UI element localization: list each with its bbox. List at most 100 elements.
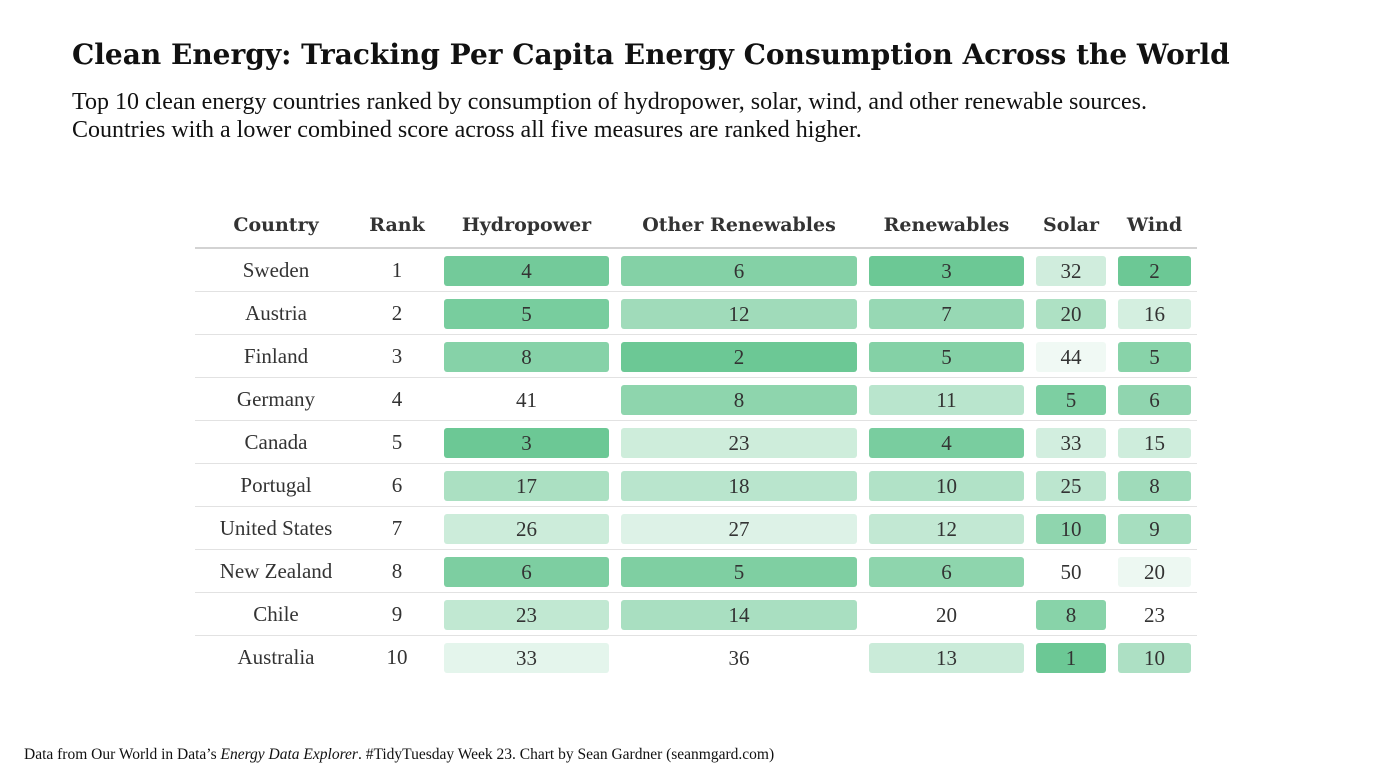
cell-renewables: 5 — [869, 342, 1024, 372]
cell-rank: 6 — [391, 473, 403, 497]
table-row: Finland 3 8 2 5 44 5 — [195, 335, 1197, 378]
cell-hydropower: 26 — [444, 514, 609, 544]
cell-rank: 8 — [391, 559, 403, 583]
column-header-wind: Wind — [1126, 214, 1183, 236]
cell-wind: 9 — [1118, 514, 1191, 544]
footer-prefix: Data from Our World in Data’s — [24, 746, 221, 763]
cell-solar: 20 — [1036, 299, 1106, 329]
row-divider — [195, 420, 1197, 421]
table-row: Australia 10 33 36 13 1 10 — [195, 636, 1197, 679]
row-divider — [195, 592, 1197, 593]
footer-suffix: . #TidyTuesday Week 23. Chart by Sean Ga… — [357, 746, 775, 763]
cell-renewables: 4 — [869, 428, 1024, 458]
cell-country: Australia — [237, 645, 315, 669]
cell-wind: 6 — [1118, 385, 1191, 415]
cell-other-renewables: 12 — [621, 299, 857, 329]
cell-rank: 10 — [386, 645, 408, 669]
cell-country: Finland — [243, 344, 309, 368]
cell-wind: 20 — [1118, 557, 1191, 587]
cell-wind: 2 — [1118, 256, 1191, 286]
header-rule — [195, 247, 1197, 249]
cell-wind: 10 — [1118, 643, 1191, 673]
cell-renewables: 20 — [869, 600, 1024, 630]
chart-title: Clean Energy: Tracking Per Capita Energy… — [72, 38, 1230, 71]
column-header-rank: Rank — [369, 214, 425, 236]
cell-solar: 8 — [1036, 600, 1106, 630]
cell-rank: 1 — [391, 258, 403, 282]
column-header-hydropower: Hydropower — [461, 214, 592, 236]
column-header-other-renewables: Other Renewables — [642, 214, 836, 236]
cell-hydropower: 17 — [444, 471, 609, 501]
cell-hydropower: 23 — [444, 600, 609, 630]
table-row: Chile 9 23 14 20 8 23 — [195, 593, 1197, 636]
cell-solar: 1 — [1036, 643, 1106, 673]
cell-hydropower: 5 — [444, 299, 609, 329]
cell-rank: 4 — [391, 387, 403, 411]
cell-other-renewables: 27 — [621, 514, 857, 544]
table-row: New Zealand 8 6 5 6 50 20 — [195, 550, 1197, 593]
cell-renewables: 13 — [869, 643, 1024, 673]
cell-solar: 32 — [1036, 256, 1106, 286]
table-row: Portugal 6 17 18 10 25 8 — [195, 464, 1197, 507]
table-row: Germany 4 41 8 11 5 6 — [195, 378, 1197, 421]
cell-renewables: 7 — [869, 299, 1024, 329]
cell-country: Portugal — [240, 473, 312, 497]
column-header-renewables: Renewables — [883, 214, 1010, 236]
cell-hydropower: 33 — [444, 643, 609, 673]
row-divider — [195, 506, 1197, 507]
table-row: Austria 2 5 12 7 20 16 — [195, 292, 1197, 335]
cell-hydropower: 6 — [444, 557, 609, 587]
cell-other-renewables: 18 — [621, 471, 857, 501]
cell-other-renewables: 8 — [621, 385, 857, 415]
row-divider — [195, 549, 1197, 550]
cell-other-renewables: 23 — [621, 428, 857, 458]
cell-wind: 8 — [1118, 471, 1191, 501]
cell-rank: 5 — [391, 430, 403, 454]
table-row: Canada 5 3 23 4 33 15 — [195, 421, 1197, 464]
table-row: Sweden 1 4 6 3 32 2 — [195, 249, 1197, 292]
cell-country: Austria — [245, 301, 307, 325]
cell-rank: 9 — [391, 602, 403, 626]
cell-wind: 23 — [1118, 600, 1191, 630]
cell-renewables: 3 — [869, 256, 1024, 286]
cell-hydropower: 4 — [444, 256, 609, 286]
row-divider — [195, 334, 1197, 335]
cell-rank: 7 — [391, 516, 403, 540]
cell-other-renewables: 2 — [621, 342, 857, 372]
row-divider — [195, 291, 1197, 292]
subtitle-line-2: Countries with a lower combined score ac… — [72, 117, 862, 143]
column-header-country: Country — [233, 214, 319, 236]
cell-other-renewables: 14 — [621, 600, 857, 630]
cell-wind: 16 — [1118, 299, 1191, 329]
row-divider — [195, 463, 1197, 464]
cell-solar: 25 — [1036, 471, 1106, 501]
footer-source: Energy Data Explorer — [220, 746, 358, 763]
cell-renewables: 11 — [869, 385, 1024, 415]
chart-subtitle: Top 10 clean energy countries ranked by … — [72, 88, 1352, 144]
cell-rank: 2 — [391, 301, 403, 325]
cell-hydropower: 3 — [444, 428, 609, 458]
cell-renewables: 6 — [869, 557, 1024, 587]
table-row: United States 7 26 27 12 10 9 — [195, 507, 1197, 550]
cell-solar: 10 — [1036, 514, 1106, 544]
subtitle-line-1: Top 10 clean energy countries ranked by … — [72, 89, 1147, 115]
cell-wind: 5 — [1118, 342, 1191, 372]
cell-country: Sweden — [242, 258, 310, 282]
cell-hydropower: 41 — [444, 385, 609, 415]
cell-country: United States — [219, 516, 333, 540]
cell-country: New Zealand — [219, 559, 333, 583]
cell-solar: 50 — [1036, 557, 1106, 587]
row-divider — [195, 377, 1197, 378]
cell-other-renewables: 6 — [621, 256, 857, 286]
cell-other-renewables: 5 — [621, 557, 857, 587]
cell-solar: 33 — [1036, 428, 1106, 458]
cell-solar: 5 — [1036, 385, 1106, 415]
cell-country: Chile — [253, 602, 299, 626]
cell-other-renewables: 36 — [621, 643, 857, 673]
column-header-solar: Solar — [1043, 214, 1099, 236]
cell-rank: 3 — [391, 344, 403, 368]
cell-wind: 15 — [1118, 428, 1191, 458]
row-divider — [195, 635, 1197, 636]
cell-country: Germany — [236, 387, 316, 411]
cell-solar: 44 — [1036, 342, 1106, 372]
